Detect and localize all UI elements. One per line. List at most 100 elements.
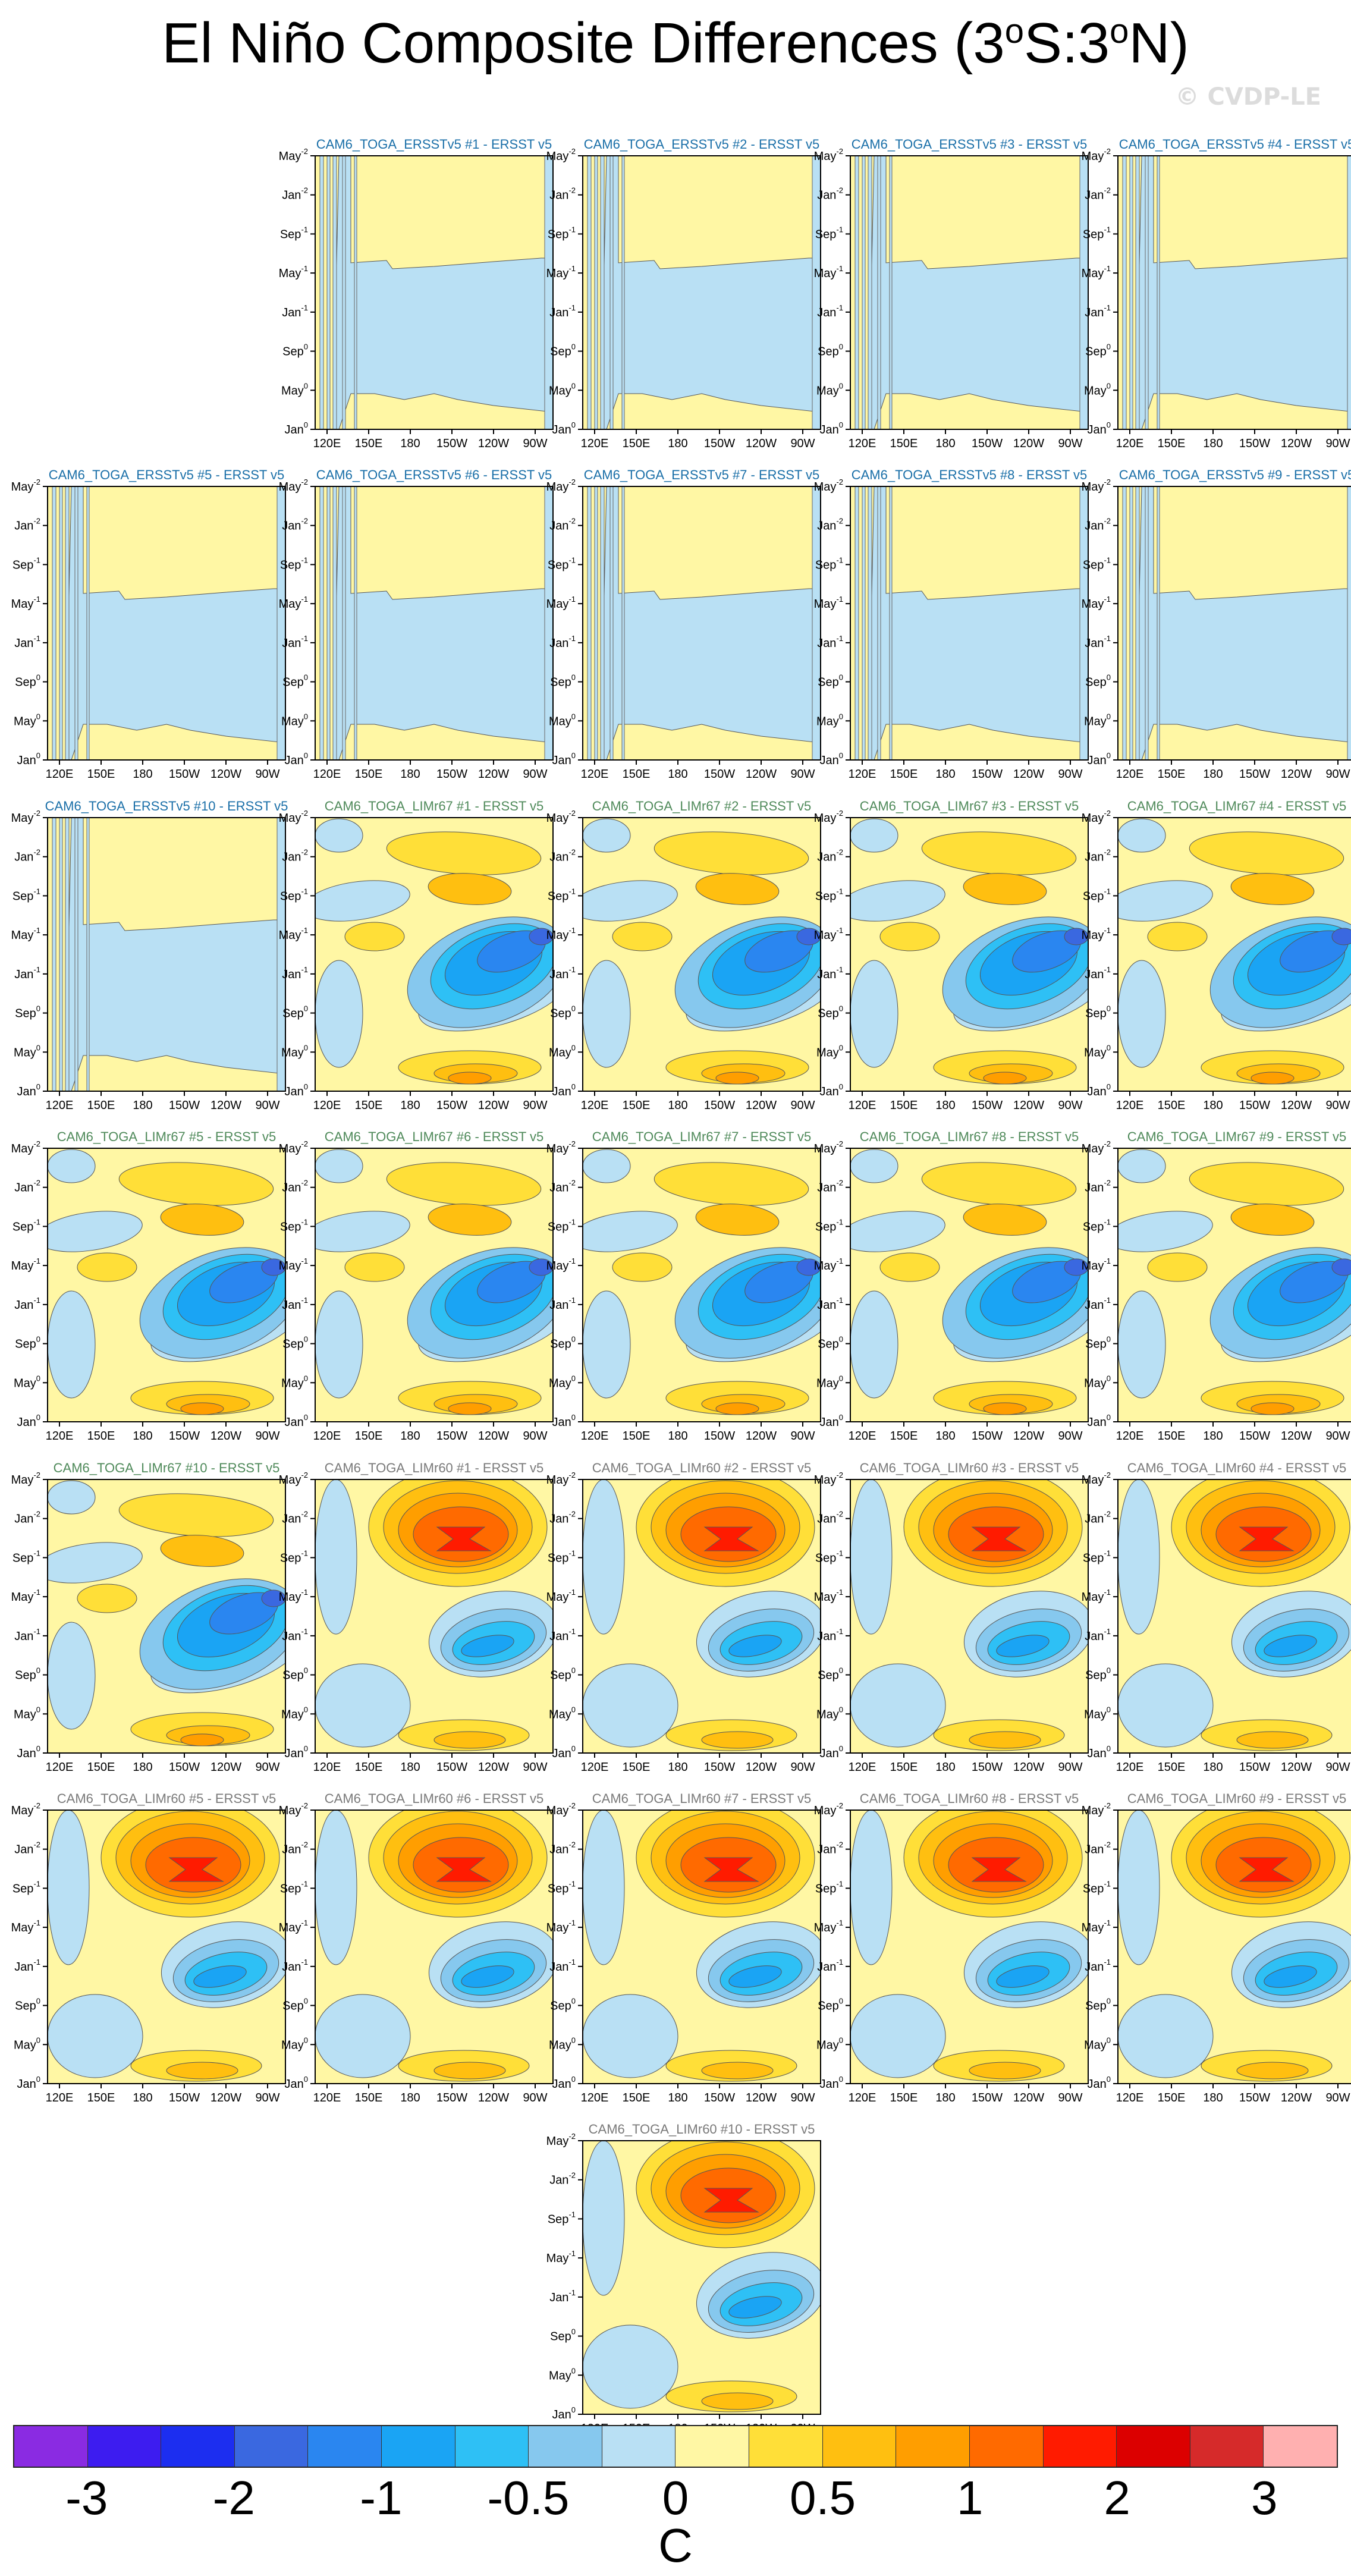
y-tick-label: May-2 bbox=[279, 1139, 308, 1155]
contour-shape bbox=[52, 818, 56, 1091]
y-tick-label: May-2 bbox=[11, 477, 40, 494]
y-tick-label: Jan-1 bbox=[549, 634, 576, 650]
x-tick-label: 180 bbox=[400, 768, 420, 781]
x-tick-label: 150W bbox=[436, 437, 467, 450]
plot-area bbox=[583, 1810, 821, 2084]
plot-area bbox=[48, 1810, 285, 2084]
plot-area bbox=[850, 818, 1088, 1091]
y-tick-label: May-2 bbox=[546, 477, 576, 494]
panel-title: CAM6_TOGA_LIMr60 #10 - ERSST v5 bbox=[589, 2122, 815, 2137]
y-tick-label: May-1 bbox=[814, 926, 843, 942]
x-tick-label: 180 bbox=[935, 768, 955, 781]
contour-shape bbox=[1118, 1149, 1166, 1183]
y-tick-label: May-1 bbox=[1082, 1588, 1111, 1604]
x-tick-label: 120W bbox=[1281, 1761, 1312, 1774]
contour-shape bbox=[448, 1072, 492, 1085]
y-tick-label: Jan-1 bbox=[817, 634, 843, 650]
x-tick-label: 120W bbox=[1013, 1430, 1044, 1443]
contour-shape bbox=[436, 1857, 492, 1882]
x-tick-label: 180 bbox=[133, 1430, 152, 1443]
y-tick-label: May0 bbox=[549, 1374, 576, 1390]
y-tick-label: May-1 bbox=[1082, 595, 1111, 611]
contour-shape bbox=[621, 486, 625, 760]
x-tick-label: 120W bbox=[1013, 1761, 1044, 1774]
x-tick-label: 150W bbox=[704, 437, 735, 450]
y-tick-label: May-1 bbox=[546, 926, 576, 942]
x-tick-label: 90W bbox=[523, 1761, 547, 1774]
plot-area bbox=[850, 156, 1088, 429]
contour-shape bbox=[48, 1542, 143, 1584]
plot-area bbox=[48, 818, 285, 1091]
contour-shape bbox=[48, 1994, 143, 2078]
x-tick-label: 120E bbox=[581, 768, 609, 781]
y-tick-label: May0 bbox=[816, 1705, 843, 1721]
y-tick-label: May-2 bbox=[546, 809, 576, 825]
x-tick-label: 120W bbox=[1281, 1099, 1312, 1112]
y-tick-label: Jan-2 bbox=[1085, 848, 1111, 864]
y-tick-label: Sep0 bbox=[550, 2327, 576, 2343]
x-tick-label: 180 bbox=[1203, 1430, 1223, 1443]
colorbar-swatch bbox=[1264, 2426, 1337, 2467]
contour-shape bbox=[319, 486, 324, 760]
y-tick-label: May-1 bbox=[546, 2249, 576, 2265]
y-tick-label: Jan-2 bbox=[549, 186, 576, 202]
plot-area bbox=[315, 818, 553, 1091]
y-tick-label: May-1 bbox=[1082, 1918, 1111, 1934]
y-tick-label: May-1 bbox=[1082, 1256, 1111, 1273]
y-tick-label: Sep-1 bbox=[280, 1217, 308, 1233]
contour-shape bbox=[868, 486, 872, 760]
x-tick-label: 120E bbox=[849, 1430, 876, 1443]
contour-shape bbox=[1135, 156, 1140, 429]
x-tick-label: 150E bbox=[623, 768, 651, 781]
y-tick-label: May-2 bbox=[546, 147, 576, 163]
contour-shape bbox=[594, 486, 598, 760]
contour-shape bbox=[812, 156, 821, 429]
y-tick-label: Jan0 bbox=[1088, 1413, 1111, 1429]
x-tick-label: 150W bbox=[704, 1761, 735, 1774]
y-tick-label: May-1 bbox=[279, 926, 308, 942]
plot-frame bbox=[850, 817, 1089, 1092]
contour-shape bbox=[315, 1663, 411, 1748]
x-tick-label: 150E bbox=[87, 1099, 115, 1112]
panel-title: CAM6_TOGA_LIMr67 #4 - ERSST v5 bbox=[1127, 799, 1346, 813]
contour-shape bbox=[1230, 1204, 1315, 1236]
x-tick-label: 180 bbox=[1203, 2091, 1223, 2104]
contour-shape bbox=[728, 2296, 782, 2319]
contour-shape bbox=[609, 486, 614, 760]
plot-frame bbox=[47, 1148, 286, 1422]
y-tick-label: Sep-1 bbox=[1083, 555, 1111, 571]
contour-shape bbox=[1118, 960, 1166, 1068]
x-tick-label: 120W bbox=[210, 1761, 241, 1774]
y-tick-label: May-1 bbox=[11, 1918, 40, 1934]
y-tick-label: May0 bbox=[1084, 1705, 1111, 1721]
heatmap-panel: CAM6_TOGA_ERSSTv5 #7 - ERSST v5 May-2 Jan-… bbox=[546, 467, 821, 781]
y-tick-label: May-1 bbox=[546, 595, 576, 611]
y-tick-label: Sep-1 bbox=[1083, 1879, 1111, 1895]
contour-shape bbox=[1118, 1994, 1214, 2078]
plot-area bbox=[583, 818, 821, 1091]
colorbar-swatch bbox=[234, 2426, 309, 2467]
plot-area bbox=[583, 1479, 821, 1753]
contour-shape bbox=[796, 1258, 821, 1276]
x-tick-label: 90W bbox=[255, 1761, 279, 1774]
heatmap-panel: CAM6_TOGA_ERSSTv5 #6 - ERSST v5 May-2 Jan-… bbox=[279, 467, 554, 781]
y-tick-label: Jan-1 bbox=[549, 965, 576, 981]
x-tick-label: 150E bbox=[1158, 437, 1186, 450]
x-tick-label: 150W bbox=[169, 1761, 200, 1774]
panel-title: CAM6_TOGA_ERSSTv5 #2 - ERSST v5 bbox=[584, 137, 820, 152]
plot-area bbox=[315, 1479, 553, 1753]
x-tick-label: 120W bbox=[478, 437, 509, 450]
plot-frame bbox=[47, 1479, 286, 1754]
contour-shape bbox=[1347, 486, 1351, 760]
y-tick-label: May0 bbox=[281, 1374, 308, 1390]
x-tick-label: 180 bbox=[133, 2091, 152, 2104]
plot-area bbox=[1118, 486, 1351, 760]
contour-shape bbox=[1079, 156, 1088, 429]
heatmap-panel: CAM6_TOGA_LIMr60 #10 - ERSST v5 May-2 Jan-… bbox=[546, 2122, 821, 2435]
plot-frame bbox=[850, 486, 1089, 761]
x-tick-label: 150E bbox=[890, 1099, 918, 1112]
x-tick-label: 90W bbox=[523, 2091, 547, 2104]
heatmap-panel: CAM6_TOGA_ERSSTv5 #3 - ERSST v5 May-2 Jan-… bbox=[814, 137, 1089, 450]
y-tick-label: Jan0 bbox=[1088, 1082, 1111, 1098]
